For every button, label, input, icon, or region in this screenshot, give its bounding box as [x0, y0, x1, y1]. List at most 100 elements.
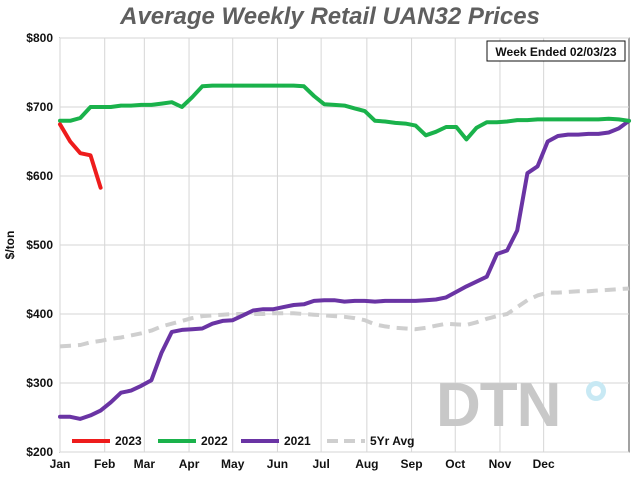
- data-point-2021: [577, 133, 580, 136]
- data-point-2022: [109, 105, 112, 108]
- data-point-5yr-avg: [627, 287, 630, 290]
- data-point-2022: [58, 119, 61, 122]
- data-point-2022: [69, 119, 72, 122]
- x-tick-label: Aug: [355, 457, 378, 471]
- data-point-2021: [536, 165, 539, 168]
- data-point-2021: [465, 285, 468, 288]
- data-point-2021: [140, 384, 143, 387]
- data-point-5yr-avg: [323, 314, 326, 317]
- data-point-2022: [373, 119, 376, 122]
- data-point-2022: [495, 121, 498, 124]
- data-point-2022: [89, 105, 92, 108]
- data-point-2021: [292, 303, 295, 306]
- series-layer: [58, 83, 631, 421]
- data-point-5yr-avg: [170, 322, 173, 325]
- data-point-5yr-avg: [465, 323, 468, 326]
- y-tick-label: $300: [26, 376, 53, 390]
- data-point-2021: [607, 131, 610, 134]
- data-point-2022: [180, 105, 183, 108]
- series-line-2023: [58, 122, 103, 190]
- data-point-5yr-avg: [414, 328, 417, 331]
- x-tick-label: Feb: [94, 457, 115, 471]
- data-point-5yr-avg: [221, 313, 224, 316]
- x-tick-label: Dec: [533, 457, 555, 471]
- data-point-2021: [404, 299, 407, 302]
- y-tick-label: $200: [26, 445, 53, 459]
- data-point-2021: [394, 299, 397, 302]
- chart-title: Average Weekly Retail UAN32 Prices: [119, 3, 540, 30]
- data-point-2022: [465, 138, 468, 141]
- data-point-5yr-avg: [353, 317, 356, 320]
- data-point-5yr-avg: [434, 324, 437, 327]
- data-point-5yr-avg: [363, 319, 366, 322]
- data-point-2021: [119, 391, 122, 394]
- data-point-2021: [556, 134, 559, 137]
- series-line-2022: [58, 83, 631, 142]
- data-point-5yr-avg: [302, 312, 305, 315]
- data-point-2022: [475, 126, 478, 129]
- note-text: Week Ended 02/03/23: [495, 45, 617, 59]
- data-point-2022: [445, 125, 448, 128]
- data-point-5yr-avg: [506, 312, 509, 315]
- data-point-2022: [607, 117, 610, 120]
- data-point-2021: [363, 299, 366, 302]
- data-point-2022: [272, 84, 275, 87]
- data-point-2022: [343, 104, 346, 107]
- data-point-2021: [191, 328, 194, 331]
- data-point-5yr-avg: [160, 325, 163, 328]
- data-point-5yr-avg: [546, 291, 549, 294]
- data-point-2022: [241, 84, 244, 87]
- data-point-5yr-avg: [109, 337, 112, 340]
- data-point-2022: [79, 116, 82, 119]
- data-point-5yr-avg: [150, 329, 153, 332]
- legend-label: 5Yr Avg: [370, 434, 414, 448]
- data-point-2021: [566, 133, 569, 136]
- data-point-2021: [312, 299, 315, 302]
- legend-label: 2021: [284, 434, 311, 448]
- data-point-2022: [587, 118, 590, 121]
- data-point-5yr-avg: [577, 290, 580, 293]
- data-point-5yr-avg: [566, 290, 569, 293]
- data-point-5yr-avg: [69, 344, 72, 347]
- data-point-2021: [252, 309, 255, 312]
- data-point-2022: [546, 118, 549, 121]
- data-point-2022: [282, 84, 285, 87]
- data-point-5yr-avg: [607, 288, 610, 291]
- data-point-5yr-avg: [424, 326, 427, 329]
- data-point-2021: [211, 322, 214, 325]
- data-point-2021: [170, 330, 173, 333]
- y-tick-label: $800: [26, 31, 53, 45]
- logo-dot-inner: [591, 386, 601, 396]
- data-point-2023: [99, 186, 102, 189]
- data-point-2021: [455, 290, 458, 293]
- data-point-5yr-avg: [130, 334, 133, 337]
- y-axis-ticks: $200 $300 $400 $500 $600 $700 $800: [26, 31, 53, 459]
- data-point-2022: [526, 119, 529, 122]
- data-point-2022: [201, 85, 204, 88]
- data-point-2021: [241, 314, 244, 317]
- data-point-5yr-avg: [119, 336, 122, 339]
- data-point-2021: [445, 296, 448, 299]
- data-point-5yr-avg: [140, 332, 143, 335]
- data-point-5yr-avg: [597, 289, 600, 292]
- data-point-5yr-avg: [99, 339, 102, 342]
- x-tick-label: Jun: [267, 457, 288, 471]
- data-point-5yr-avg: [455, 323, 458, 326]
- data-point-5yr-avg: [231, 312, 234, 315]
- y-tick-label: $500: [26, 238, 53, 252]
- data-point-2022: [455, 125, 458, 128]
- data-point-2022: [160, 102, 163, 105]
- data-point-5yr-avg: [191, 317, 194, 320]
- data-point-2022: [556, 118, 559, 121]
- data-point-5yr-avg: [587, 290, 590, 293]
- data-point-5yr-avg: [475, 321, 478, 324]
- data-point-2022: [577, 118, 580, 121]
- data-point-2022: [119, 104, 122, 107]
- legend-label: 2023: [115, 434, 142, 448]
- data-point-2021: [333, 299, 336, 302]
- data-point-2022: [404, 122, 407, 125]
- data-point-2022: [333, 103, 336, 106]
- data-point-2022: [150, 103, 153, 106]
- data-point-5yr-avg: [373, 323, 376, 326]
- data-point-2022: [536, 118, 539, 121]
